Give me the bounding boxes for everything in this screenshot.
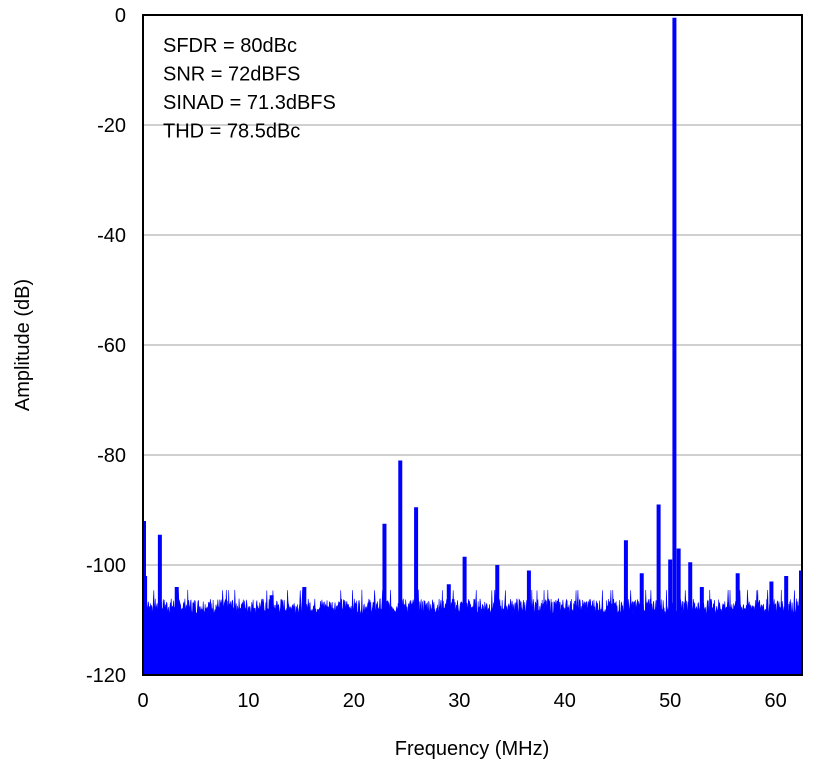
grid-lines (143, 124, 802, 566)
plot-frame (142, 14, 803, 676)
y-tick-label: -40 (97, 225, 126, 247)
metrics-annotations: SFDR = 80dBc SNR = 72dBFS SINAD = 71.3dBFS… (163, 35, 336, 143)
x-tick-label: 60 (765, 690, 787, 712)
x-tick-label: 50 (659, 690, 681, 712)
spectrum-series (142, 17, 803, 676)
x-tick-label: 0 (137, 690, 148, 712)
y-tick-label: 0 (115, 5, 126, 27)
y-tick-label: -60 (97, 335, 126, 357)
x-tick-label: 20 (343, 690, 365, 712)
noise-floor (142, 589, 803, 676)
axis-ticks: 0 -20 -40 -60 -80 -100 -120 0 10 20 30 40 50 60 (86, 5, 787, 712)
metric-annotation: SFDR = 80dBc (163, 35, 297, 57)
x-tick-label: 40 (554, 690, 576, 712)
y-tick-label: -120 (86, 665, 126, 687)
x-tick-label: 30 (448, 690, 470, 712)
y-axis-title: Amplitude (dB) (12, 279, 34, 411)
metric-annotation: SNR = 72dBFS (163, 64, 300, 86)
x-tick-label: 10 (237, 690, 259, 712)
x-axis-title: Frequency (MHz) (395, 738, 549, 760)
y-tick-label: -100 (86, 555, 126, 577)
metric-annotation: SINAD = 71.3dBFS (163, 92, 336, 114)
y-tick-label: -20 (97, 115, 126, 137)
metric-annotation: THD = 78.5dBc (163, 121, 300, 143)
y-tick-label: -80 (97, 445, 126, 467)
